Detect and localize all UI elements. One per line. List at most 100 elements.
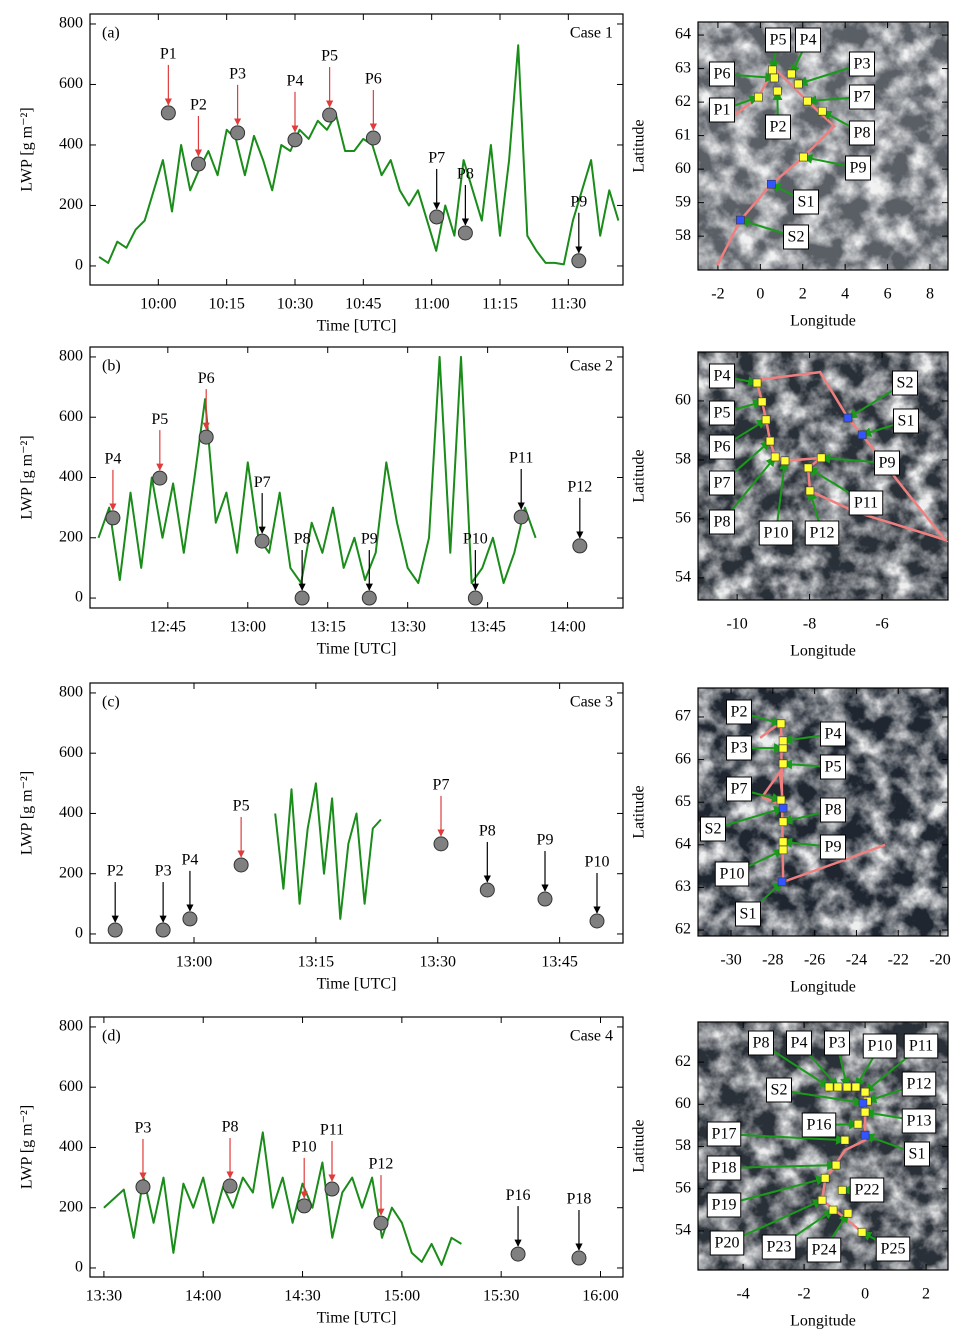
x-tick-label: 10:00 (140, 296, 176, 313)
map-marker (853, 1119, 863, 1129)
marker-label: P13 (907, 1113, 932, 1130)
label-box (904, 1141, 930, 1167)
x-tick-label: 13:30 (420, 954, 456, 971)
y-tick-label: 60 (675, 392, 691, 409)
sample-point (287, 132, 303, 148)
point-label: P1 (160, 46, 177, 63)
x-tick-label: -26 (804, 952, 825, 969)
y-tick-label: 59 (675, 193, 691, 210)
map-marker (754, 92, 763, 102)
plot-frame (697, 351, 949, 601)
x-tick-label: 12:45 (150, 619, 186, 636)
map-marker (816, 453, 826, 463)
map-marker (778, 743, 788, 753)
label-box (892, 370, 918, 396)
map-marker (851, 1082, 861, 1092)
map-marker (831, 1160, 841, 1170)
lwp-line (274, 782, 382, 920)
point-label: P8 (479, 823, 496, 840)
map-marker (778, 837, 788, 847)
panel-label: (c) (102, 694, 120, 711)
point-label: P18 (567, 1191, 592, 1208)
map-marker (776, 795, 786, 805)
label-box (901, 1108, 937, 1134)
label-box (793, 189, 819, 215)
sample-point (233, 857, 249, 873)
label-box (848, 490, 884, 516)
marker-label: S1 (898, 413, 915, 430)
y-tick-label: 200 (59, 196, 83, 213)
point-label: P5 (233, 798, 250, 815)
point-label: P3 (135, 1120, 152, 1137)
marker-label: S2 (788, 229, 805, 246)
y-tick-label: 62 (675, 1053, 691, 1070)
marker-label: P1 (714, 102, 731, 119)
sample-point (190, 156, 206, 172)
x-tick-label: 14:00 (185, 1288, 221, 1305)
point-label: P3 (229, 66, 246, 83)
y-axis-title: Latitude (631, 119, 648, 172)
label-box (786, 1030, 812, 1056)
sample-point (572, 538, 588, 554)
label-box (875, 1236, 911, 1262)
sample-point (294, 590, 310, 606)
marker-label: P12 (907, 1076, 932, 1093)
map-marker (793, 79, 803, 89)
label-box (709, 97, 735, 123)
marker-label: P16 (807, 1117, 832, 1134)
x-tick-label: 13:15 (309, 619, 345, 636)
plot-frame (89, 1016, 624, 1278)
label-box (758, 520, 794, 546)
marker-label: P8 (753, 1035, 770, 1052)
point-label: P3 (155, 863, 172, 880)
x-tick-label: 15:00 (384, 1288, 420, 1305)
label-box (709, 470, 735, 496)
label-box (849, 51, 875, 77)
sample-point (222, 1178, 238, 1194)
map-clouds (698, 22, 948, 270)
plot-frame (697, 687, 949, 937)
y-tick-label: 63 (675, 59, 691, 76)
point-label: P7 (428, 150, 445, 167)
marker-label: P7 (714, 475, 731, 492)
sample-point (230, 125, 246, 141)
y-tick-label: 600 (59, 1078, 83, 1095)
y-tick-label: 800 (59, 15, 83, 32)
y-tick-label: 800 (59, 1018, 83, 1035)
y-tick-label: 54 (675, 1222, 691, 1239)
marker-label: S1 (740, 906, 757, 923)
point-label: P16 (506, 1187, 531, 1204)
sample-point (571, 1250, 587, 1266)
label-box (748, 1030, 774, 1056)
x-tick-label: 10:15 (208, 296, 244, 313)
label-box (709, 61, 735, 87)
marker-label: P11 (854, 495, 878, 512)
y-tick-label: 60 (675, 1095, 691, 1112)
x-tick-label: -8 (803, 616, 816, 633)
case-title: Case 2 (570, 358, 613, 375)
x-axis-title: Time [UTC] (317, 1310, 397, 1327)
label-box (706, 1155, 742, 1181)
label-box (820, 721, 846, 747)
map-marker (778, 817, 788, 827)
x-tick-label: 4 (841, 286, 849, 303)
y-tick-label: 400 (59, 1138, 83, 1155)
map-marker (770, 452, 780, 462)
x-tick-label: 10:45 (345, 296, 381, 313)
sample-point (373, 1215, 389, 1231)
panel-label: (d) (102, 1028, 121, 1045)
map-marker (843, 413, 853, 423)
sample-point (433, 836, 449, 852)
map-marker (857, 1227, 867, 1237)
x-tick-label: 0 (861, 1286, 869, 1303)
point-label: P9 (361, 531, 378, 548)
x-tick-label: 2 (799, 286, 807, 303)
y-tick-label: 0 (75, 589, 83, 606)
x-tick-label: 13:30 (86, 1288, 122, 1305)
x-axis-title: Time [UTC] (317, 641, 397, 658)
marker-label: P2 (770, 119, 787, 136)
lwp-line (98, 44, 620, 266)
marker-label: P20 (715, 1235, 740, 1252)
y-tick-label: 0 (75, 257, 83, 274)
sample-point (589, 913, 605, 929)
